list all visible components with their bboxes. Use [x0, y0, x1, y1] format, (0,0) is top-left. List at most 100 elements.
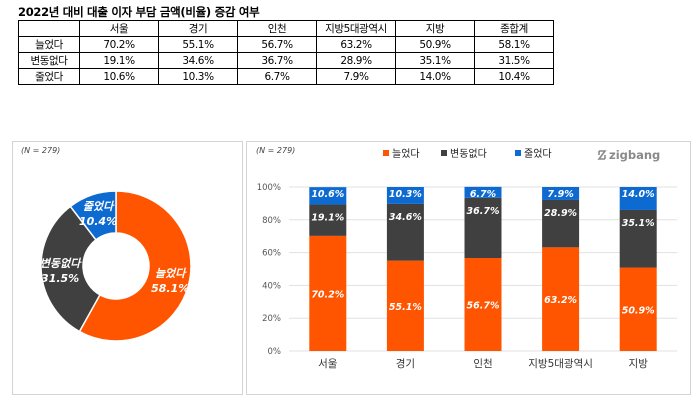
table-row: 변동없다 19.1% 34.6% 36.7% 28.9% 35.1% 31.5%	[18, 52, 554, 69]
summary-table: 서울 경기 인천 지방5대광역시 지방 종합계 늘었다 70.2% 55.1% 56.7% 63.…	[18, 20, 554, 85]
table-row-label: 늘었다	[18, 36, 80, 53]
bar-segment-increase	[619, 267, 657, 351]
bar-data-label: 14.0%	[622, 189, 655, 200]
donut-panel: (N = 279) 늘었다 58.1% 변동없다 31.5% 줄었다 10.4%	[12, 141, 243, 395]
legend-swatch	[383, 150, 389, 156]
bar-segment-decrease	[464, 186, 502, 198]
bar-segment-nochange	[386, 203, 424, 261]
table-cell: 36.7%	[237, 52, 317, 69]
bar-data-label: 36.7%	[467, 206, 500, 217]
table-title: 2022년 대비 대출 이자 부담 금액(비율) 증감 여부	[18, 5, 260, 19]
y-tick-label: 20%	[262, 314, 281, 324]
bar-segment-nochange	[309, 204, 347, 236]
bar-sample-note: (N = 279)	[256, 146, 296, 155]
donut-slice-value: 58.1%	[151, 282, 189, 295]
bar-segment-nochange	[619, 209, 657, 268]
donut-slice-label: 줄었다	[83, 200, 115, 213]
donut-slice-value: 10.4%	[79, 215, 117, 228]
bar-data-label: 19.1%	[311, 213, 344, 224]
table-row: 늘었다 70.2% 55.1% 56.7% 63.2% 50.9% 58.1%	[18, 36, 554, 53]
table-cell: 14.0%	[395, 68, 475, 85]
legend-swatch	[515, 150, 521, 156]
table-header-row: 서울 경기 인천 지방5대광역시 지방 종합계	[18, 20, 554, 37]
legend-label: 늘었다	[392, 148, 420, 160]
table-cell: 70.2%	[79, 36, 159, 53]
table-header-cell: 지방5대광역시	[316, 20, 396, 37]
y-tick-label: 0%	[268, 347, 282, 357]
table-header-cell: 인천	[237, 20, 317, 37]
bar-segment-increase	[542, 247, 580, 351]
bar-segment-decrease	[309, 187, 347, 205]
x-tick-label: 경기	[396, 357, 415, 370]
donut-chart: 늘었다 58.1% 변동없다 31.5% 줄었다 10.4%	[40, 190, 192, 342]
bar-segment-decrease	[619, 187, 657, 210]
table-row: 줄었다 10.6% 10.3% 6.7% 7.9% 14.0% 10.4%	[18, 68, 554, 85]
table-row-label: 줄었다	[18, 68, 80, 85]
bar-segment-decrease	[386, 187, 424, 204]
x-tick-label: 인천	[473, 358, 492, 370]
bar-segment-nochange	[542, 199, 580, 248]
y-tick-label: 80%	[262, 216, 281, 226]
y-tick-label: 60%	[262, 249, 281, 259]
bar-data-label: 10.6%	[311, 189, 344, 200]
donut-slice-label: 변동없다	[40, 257, 82, 270]
bar-data-label: 56.7%	[467, 301, 500, 312]
x-tick-label: 지방	[629, 358, 649, 370]
bar-panel: (N = 279) 늘었다 변동없다 줄었다 zigbang 0% 20% 40% 60% 80…	[246, 141, 691, 395]
table-corner	[18, 20, 80, 37]
bar-data-label: 50.9%	[622, 305, 655, 316]
x-tick-label: 지방5대광역시	[528, 358, 593, 370]
bar-segment-nochange	[464, 197, 502, 259]
bar-data-label: 7.9%	[547, 189, 573, 200]
table-cell: 31.5%	[474, 52, 554, 69]
table-cell: 63.2%	[316, 36, 396, 53]
table-cell: 7.9%	[316, 68, 396, 85]
bar-segment-increase	[386, 260, 424, 351]
bar-data-label: 63.2%	[544, 295, 577, 306]
zigbang-logo: zigbang	[597, 148, 660, 162]
donut-slice-decrease	[69, 190, 117, 241]
legend-label: 줄었다	[524, 148, 552, 160]
bar-data-label: 70.2%	[311, 289, 344, 300]
bar-data-label: 55.1%	[389, 302, 422, 313]
table-header-cell: 지방	[395, 20, 475, 37]
donut-slice-nochange	[40, 205, 101, 333]
table-cell: 10.3%	[158, 68, 238, 85]
donut-sample-note: (N = 279)	[21, 146, 61, 155]
table-cell: 55.1%	[158, 36, 238, 53]
table-header-cell: 서울	[79, 20, 159, 37]
bar-data-label: 34.6%	[389, 212, 422, 223]
bar-segment-increase	[464, 258, 502, 351]
bar-data-label: 35.1%	[622, 218, 655, 229]
zigbang-logo-text: zigbang	[609, 148, 660, 162]
y-tick-label: 100%	[257, 183, 281, 193]
legend-label: 변동없다	[450, 147, 487, 160]
table-header-cell: 종합계	[474, 20, 554, 37]
legend-swatch	[441, 150, 447, 156]
bar-data-label: 6.7%	[470, 189, 496, 200]
table-cell: 34.6%	[158, 52, 238, 69]
zigbang-logo-icon	[597, 150, 607, 160]
bar-data-label: 28.9%	[544, 208, 577, 219]
table-cell: 10.6%	[79, 68, 159, 85]
donut-slice-value: 31.5%	[41, 272, 79, 285]
donut-slice-label: 늘었다	[155, 267, 187, 280]
table-cell: 58.1%	[474, 36, 554, 53]
bar-data-label: 10.3%	[389, 189, 422, 200]
table-cell: 10.4%	[474, 68, 554, 85]
zigbang-logo-icon-detail	[598, 151, 606, 159]
table-cell: 50.9%	[395, 36, 475, 53]
table-cell: 56.7%	[237, 36, 317, 53]
table-cell: 6.7%	[237, 68, 317, 85]
bar-segment-decrease	[542, 187, 580, 200]
y-tick-label: 40%	[262, 281, 281, 291]
x-tick-label: 서울	[318, 358, 338, 370]
table-cell: 19.1%	[79, 52, 159, 69]
table-header-cell: 경기	[158, 20, 238, 37]
bar-segment-increase	[309, 235, 347, 351]
table-row-label: 변동없다	[18, 52, 80, 69]
stacked-bar-chart: 늘었다 변동없다 줄었다 zigbang 0% 20% 40% 60% 80% 100% 70.2%…	[257, 147, 677, 370]
table-cell: 28.9%	[316, 52, 396, 69]
table-cell: 35.1%	[395, 52, 475, 69]
donut-slice-increase	[78, 190, 192, 342]
